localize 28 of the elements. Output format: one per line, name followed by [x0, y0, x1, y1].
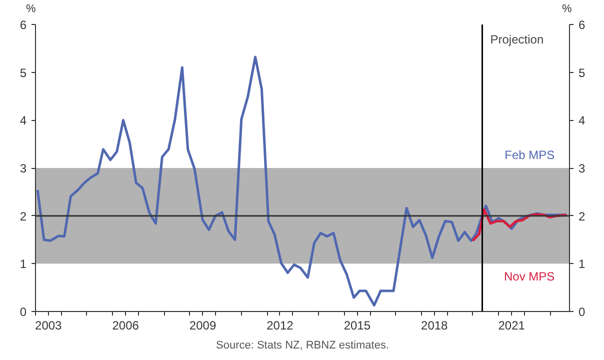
y-tick-label: 5 [20, 66, 27, 80]
y-tick-label: 4 [20, 114, 27, 128]
x-tick-label: 2015 [344, 318, 371, 332]
y2-tick-label: 5 [578, 66, 586, 80]
y-tick-label: 3 [20, 162, 27, 176]
text: Feb MPS [504, 148, 555, 162]
y-tick-label: 2 [20, 209, 27, 224]
text: Nov MPS [504, 270, 555, 284]
x-tick-label: 2012 [266, 318, 294, 332]
y2-tick-label: 4 [578, 114, 586, 128]
x-tick-label: 2021 [498, 318, 526, 332]
y2-tick-label: 6 [578, 18, 586, 32]
x-tick-label: 2018 [421, 318, 448, 332]
x-tick-label: 2006 [112, 318, 140, 332]
ref-line-label: Projection [490, 32, 544, 46]
y2-tick-label: 0 [578, 305, 586, 319]
x-tick-label: 2003 [35, 318, 62, 332]
y2-tick-label: 3 [578, 162, 586, 176]
y-tick-label: 1 [20, 257, 27, 272]
line-series [36, 56, 568, 307]
y-tick-label: 0 [20, 305, 27, 319]
x-tick-label: 2009 [189, 318, 216, 332]
y2-tick-label: 1 [578, 257, 586, 272]
y2-tick-label: 2 [578, 209, 586, 224]
y-axis-title: % [26, 2, 36, 17]
y2-axis-title: % [562, 2, 572, 17]
y-tick-label: 6 [20, 18, 27, 32]
source-note: Source: Stats NZ, RBNZ estimates. [216, 340, 390, 352]
